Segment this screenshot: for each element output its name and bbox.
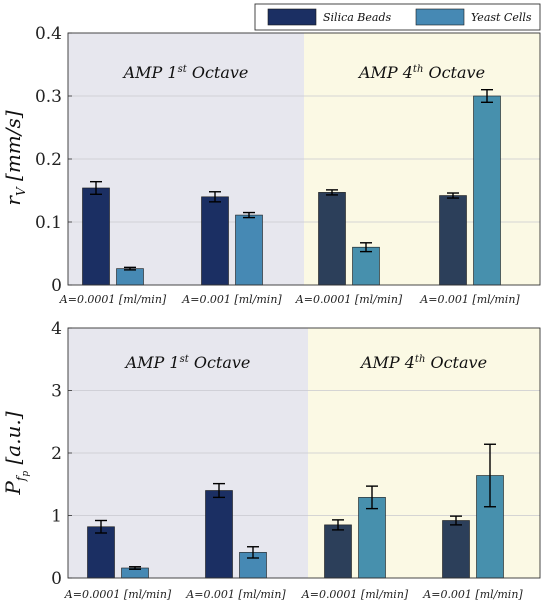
y-tick-label: 4	[51, 319, 62, 339]
legend-label: Silica Beads	[323, 11, 391, 24]
bar-yeast-cells	[352, 246, 380, 286]
y-tick-label: 0.2	[35, 150, 62, 170]
legend: Silica Beads Yeast Cells	[254, 3, 541, 31]
y-axis-label-units: [a.u.]	[1, 411, 25, 471]
region-label-sup: th	[413, 64, 423, 75]
region-label-main: AMP 4	[359, 353, 415, 372]
category-label: A=0.0001 [ml/min]	[295, 293, 403, 306]
y-axis-label-top: rV [mm/s]	[1, 110, 28, 205]
region-label-rest: Octave	[187, 63, 249, 82]
category-label: A=0.001 [ml/min]	[422, 588, 523, 601]
y-tick-label: 0.1	[35, 213, 62, 233]
legend-label: Yeast Cells	[471, 11, 532, 24]
y-tick-label: 1	[51, 507, 62, 527]
bar-silica-beads	[439, 195, 467, 286]
y-axis-label-text: rV [mm/s]	[1, 110, 28, 205]
region-label-1: AMP 1st Octave	[122, 63, 249, 82]
region-label-rest: Octave	[189, 353, 251, 372]
y-axis-label-text: Pfp [a.u.]	[1, 411, 31, 495]
region-label-main: AMP 1	[124, 353, 180, 372]
region-label-1: AMP 1st Octave	[124, 353, 251, 372]
bar-silica-beads	[87, 526, 115, 579]
region-label-2: AMP 4th Octave	[359, 353, 487, 372]
bar-yeast-cells	[235, 214, 263, 286]
bar-yeast-cells	[358, 497, 386, 579]
y-axis-label-units: [mm/s]	[1, 110, 25, 187]
category-label: A=0.001 [ml/min]	[185, 588, 286, 601]
region-label-main: AMP 1	[122, 63, 178, 82]
region-label-main: AMP 4	[357, 63, 413, 82]
y-axis-label-bottom: Pfp [a.u.]	[1, 411, 31, 495]
y-axis-label-r: r	[1, 195, 25, 206]
region-label-sup: th	[415, 354, 425, 365]
plot-frame	[67, 32, 541, 286]
region-label-sup: st	[180, 354, 190, 365]
y-tick-label: 0	[51, 276, 62, 296]
bar-silica-beads	[324, 524, 352, 579]
y-axis-label-sub: V	[14, 186, 28, 196]
bar-silica-beads	[201, 196, 229, 286]
y-axis-label-p: P	[1, 481, 25, 496]
region-label-rest: Octave	[423, 63, 485, 82]
bar-silica-beads	[205, 490, 233, 579]
y-tick-label: 0.3	[35, 87, 62, 107]
region-label-sup: st	[178, 64, 188, 75]
bar-silica-beads	[318, 192, 346, 286]
category-label: A=0.001 [ml/min]	[181, 293, 282, 306]
category-label: A=0.0001 [ml/min]	[301, 588, 409, 601]
category-label: A=0.001 [ml/min]	[419, 293, 520, 306]
region-label-rest: Octave	[425, 353, 487, 372]
bar-yeast-cells	[473, 95, 501, 286]
legend-swatch	[415, 8, 465, 26]
region-label-2: AMP 4th Octave	[357, 63, 485, 82]
y-axis-label-subsub: p	[21, 471, 31, 477]
y-axis-label-sub: f	[14, 474, 28, 482]
y-tick-label: 0	[51, 569, 62, 589]
legend-swatch	[267, 8, 317, 26]
y-tick-label: 0.4	[35, 24, 62, 44]
plot-frame	[67, 327, 541, 579]
category-label: A=0.0001 [ml/min]	[59, 293, 167, 306]
y-tick-label: 3	[51, 382, 62, 402]
bar-silica-beads	[82, 187, 110, 286]
bar-yeast-cells	[116, 268, 144, 286]
category-label: A=0.0001 [ml/min]	[64, 588, 172, 601]
bar-silica-beads	[442, 520, 470, 579]
y-tick-label: 2	[51, 444, 62, 464]
